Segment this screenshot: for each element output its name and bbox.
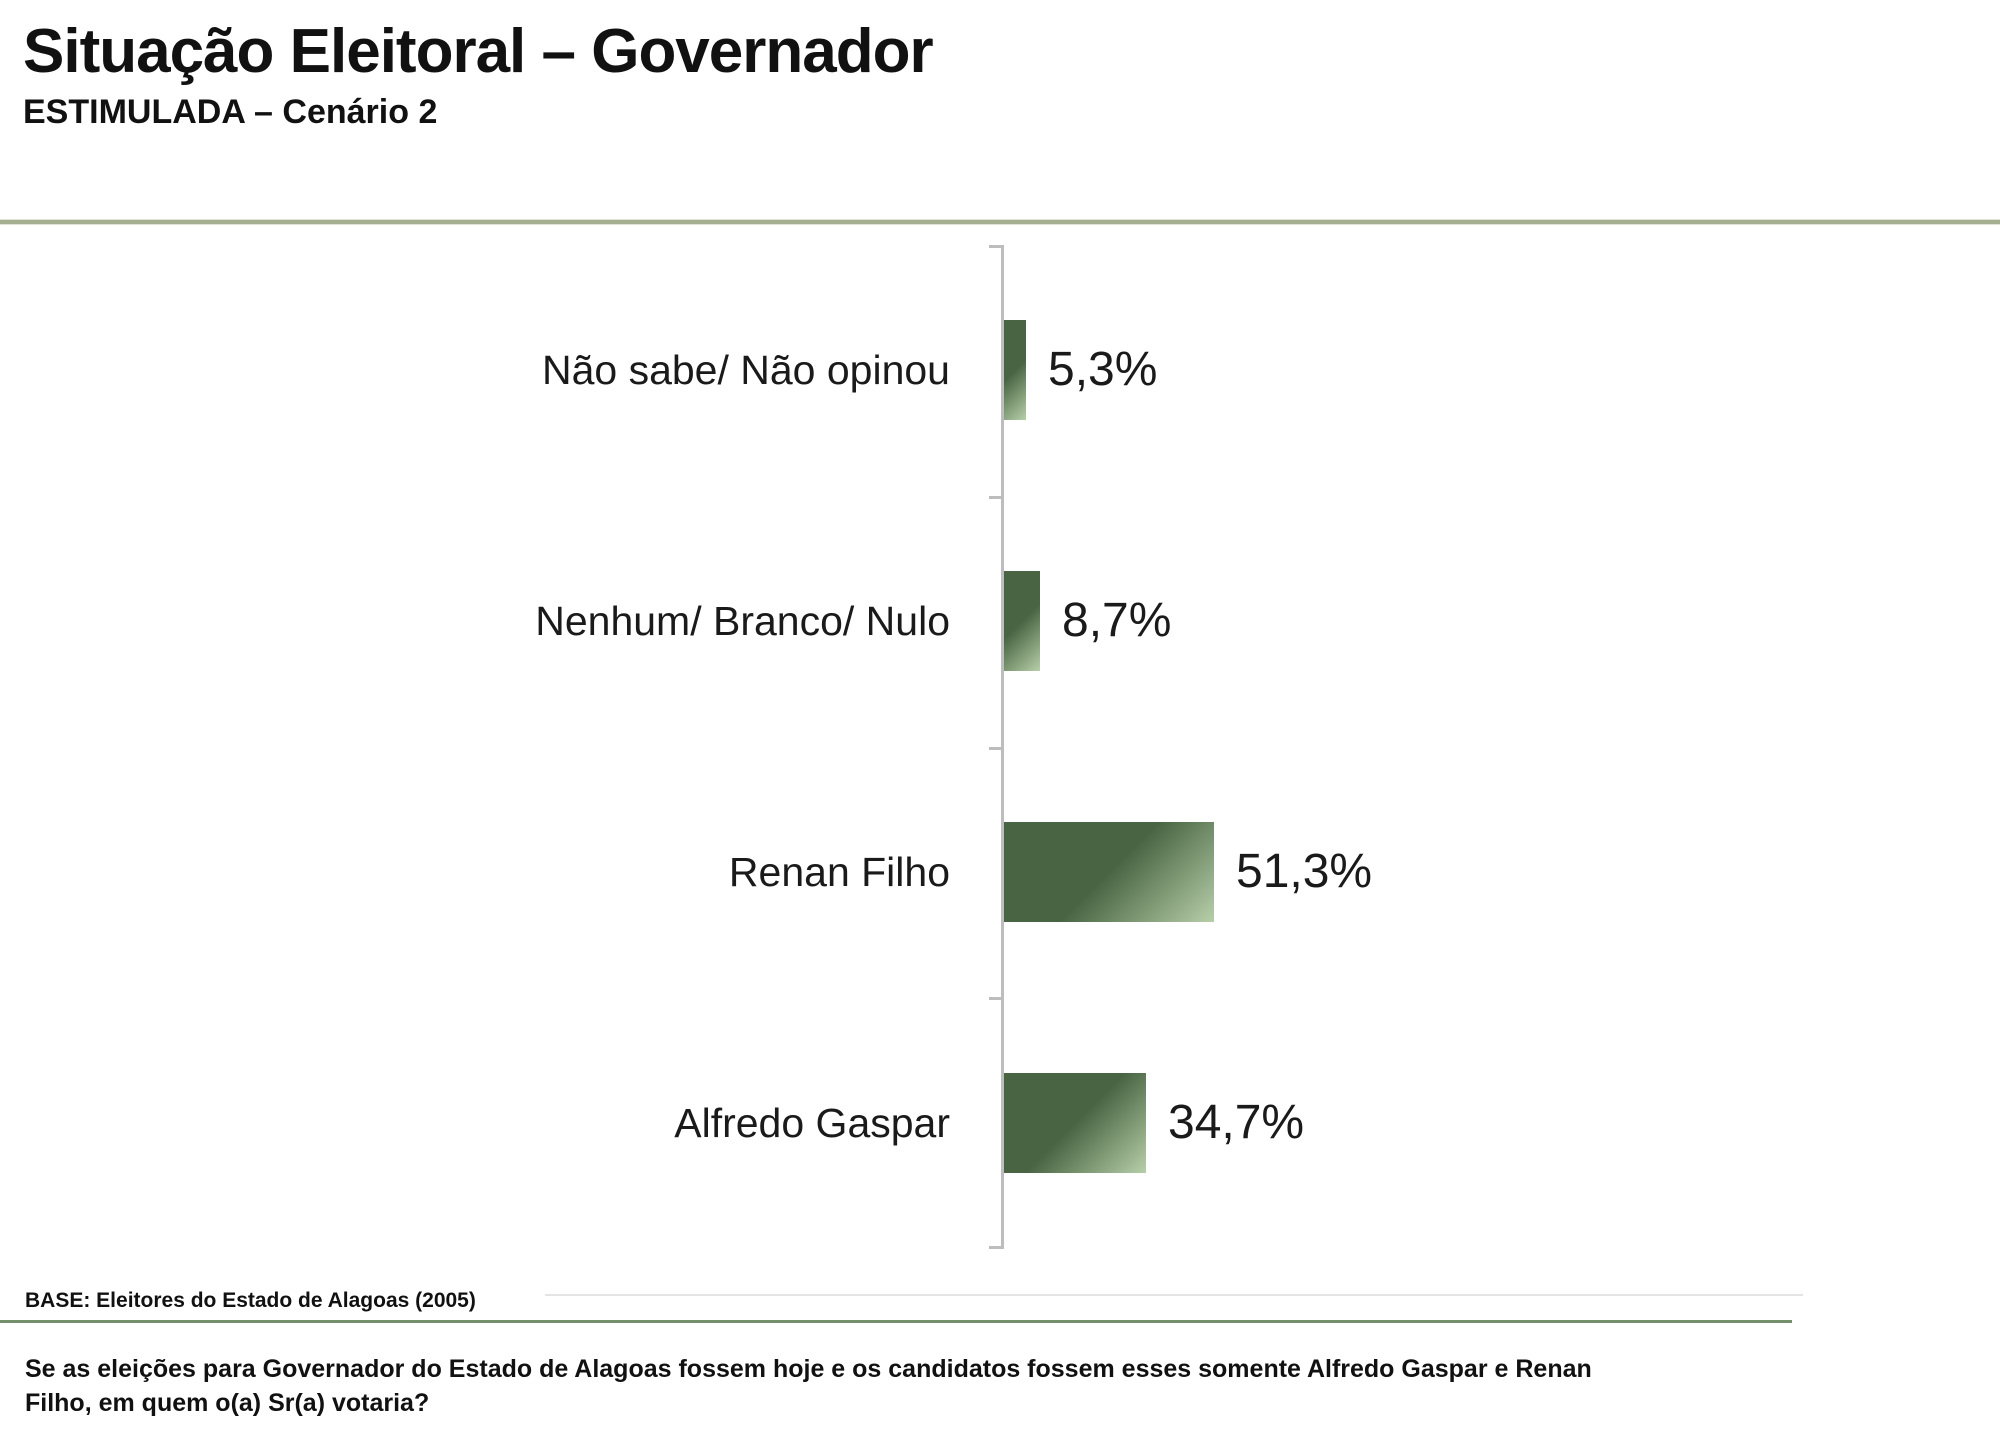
category-label: Alfredo Gaspar [674, 1100, 950, 1146]
axis-tick [989, 997, 1002, 1000]
category-label: Renan Filho [728, 849, 950, 895]
footer-divider [0, 1320, 1792, 1323]
survey-question-line: Se as eleições para Governador do Estado… [25, 1355, 1592, 1383]
header-divider [0, 219, 2000, 225]
category-label: Não sabe/ Não opinou [541, 347, 950, 393]
chart-row: Não sabe/ Não opinou 5,3% [0, 320, 1700, 420]
chart-frame-hairline [545, 1294, 1803, 1296]
axis-tick [989, 496, 1002, 499]
value-label: 51,3% [1236, 845, 1373, 898]
bar [1004, 822, 1214, 922]
axis-tick [989, 1246, 1002, 1249]
page-subtitle: ESTIMULADA – Cenário 2 [23, 93, 438, 131]
chart-row: Nenhum/ Branco/ Nulo 8,7% [0, 571, 1700, 671]
category-label: Nenhum/ Branco/ Nulo [535, 598, 950, 644]
axis-tick [989, 747, 1002, 750]
survey-question-line: Filho, em quem o(a) Sr(a) votaria? [25, 1389, 430, 1417]
bar [1004, 320, 1026, 420]
page-title: Situação Eleitoral – Governador [23, 17, 934, 86]
axis-tick [989, 245, 1002, 248]
bar [1004, 1073, 1146, 1173]
chart-row: Alfredo Gaspar 34,7% [0, 1073, 1700, 1173]
value-label: 5,3% [1048, 343, 1158, 396]
value-label: 8,7% [1062, 594, 1172, 647]
chart-row: Renan Filho 51,3% [0, 822, 1700, 922]
base-note: BASE: Eleitores do Estado de Alagoas (20… [25, 1289, 476, 1312]
value-label: 34,7% [1168, 1096, 1305, 1149]
survey-question: Se as eleições para Governador do Estado… [25, 1352, 1785, 1420]
y-axis-line [1001, 245, 1004, 1249]
bar [1004, 571, 1040, 671]
